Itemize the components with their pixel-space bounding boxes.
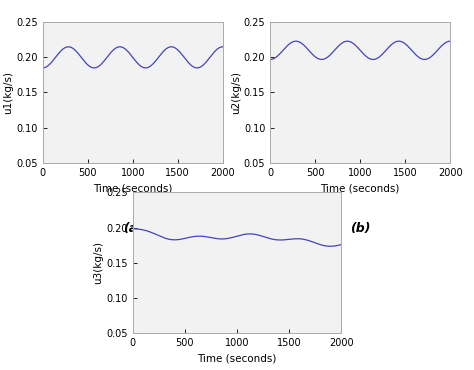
- Text: (b): (b): [350, 222, 371, 235]
- X-axis label: Time (seconds): Time (seconds): [197, 353, 277, 363]
- Y-axis label: u2(kg/s): u2(kg/s): [231, 71, 241, 114]
- X-axis label: Time (seconds): Time (seconds): [93, 183, 173, 193]
- X-axis label: Time (seconds): Time (seconds): [320, 183, 400, 193]
- Y-axis label: u1(kg/s): u1(kg/s): [3, 71, 13, 114]
- Text: (a): (a): [123, 222, 143, 235]
- Y-axis label: u3(kg/s): u3(kg/s): [93, 241, 103, 284]
